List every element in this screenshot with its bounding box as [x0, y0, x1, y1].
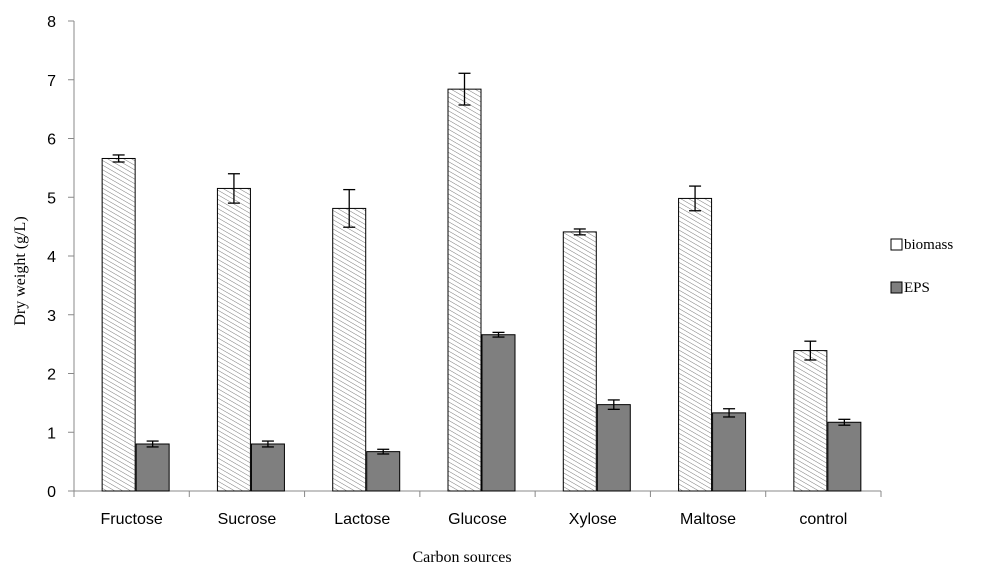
y-tick-label: 1 [47, 425, 56, 442]
category-label: Lactose [334, 511, 390, 528]
bar-eps-glucose [481, 334, 516, 492]
error-bar-biomass-maltose [689, 185, 702, 212]
category-label: Sucrose [218, 511, 277, 528]
error-bar-eps-sucrose [261, 440, 274, 448]
category-label: Xylose [569, 511, 617, 528]
error-bar-biomass-lactose [343, 188, 356, 228]
error-bars-group [112, 72, 851, 455]
legend-swatch [890, 238, 903, 251]
error-bar-eps-fructose [146, 440, 159, 448]
bar-biomass-control [793, 350, 828, 492]
legend-item-biomass: biomass [890, 237, 953, 253]
error-bar-eps-maltose [723, 408, 736, 418]
bar-eps-lactose [366, 451, 401, 492]
legend-item-eps: EPS [890, 280, 930, 296]
bars-group [101, 88, 862, 492]
x-axis [73, 490, 882, 497]
bar-biomass-xylose [562, 231, 597, 492]
bar-biomass-fructose [101, 157, 136, 492]
bar-biomass-sucrose [216, 187, 251, 492]
error-bar-eps-lactose [377, 448, 390, 455]
bar-biomass-lactose [332, 207, 367, 492]
legend: biomass EPS [890, 237, 953, 296]
category-label: Glucose [448, 511, 507, 528]
error-bar-eps-control [838, 418, 851, 426]
category-label: Maltose [680, 511, 736, 528]
bar-eps-control [827, 421, 862, 492]
y-axis-title: Dry weight (g/L) [12, 216, 29, 325]
y-tick-label: 5 [47, 190, 56, 207]
legend-label: EPS [904, 280, 930, 296]
error-bar-eps-xylose [607, 399, 620, 410]
error-bar-biomass-xylose [573, 228, 586, 236]
category-label: control [799, 511, 847, 528]
error-bar-biomass-control [804, 340, 817, 361]
bar-eps-xylose [596, 404, 631, 492]
error-bar-biomass-glucose [458, 72, 471, 106]
error-bar-biomass-sucrose [227, 173, 240, 204]
y-tick-label: 0 [47, 484, 56, 501]
bar-eps-sucrose [250, 443, 285, 492]
y-tick-label: 6 [47, 132, 56, 149]
error-bar-biomass-fructose [112, 154, 125, 163]
legend-swatch [890, 281, 903, 294]
bar-eps-fructose [135, 443, 170, 492]
x-axis-title: Carbon sources [412, 549, 511, 566]
bar-biomass-glucose [447, 88, 482, 492]
y-tick-label: 2 [47, 367, 56, 384]
legend-label: biomass [904, 237, 953, 253]
y-tick-label: 3 [47, 308, 56, 325]
bar-eps-maltose [712, 412, 747, 492]
y-tick-label: 4 [47, 249, 56, 266]
category-labels: Fructose Sucrose Lactose Glucose Xylose Malto… [101, 511, 848, 528]
error-bar-eps-glucose [492, 331, 505, 338]
bar-biomass-maltose [678, 197, 713, 492]
y-axis: 0 1 2 3 4 5 6 7 8 [47, 14, 75, 501]
category-label: Fructose [101, 511, 163, 528]
y-tick-label: 8 [47, 14, 56, 31]
y-tick-label: 7 [47, 73, 56, 90]
